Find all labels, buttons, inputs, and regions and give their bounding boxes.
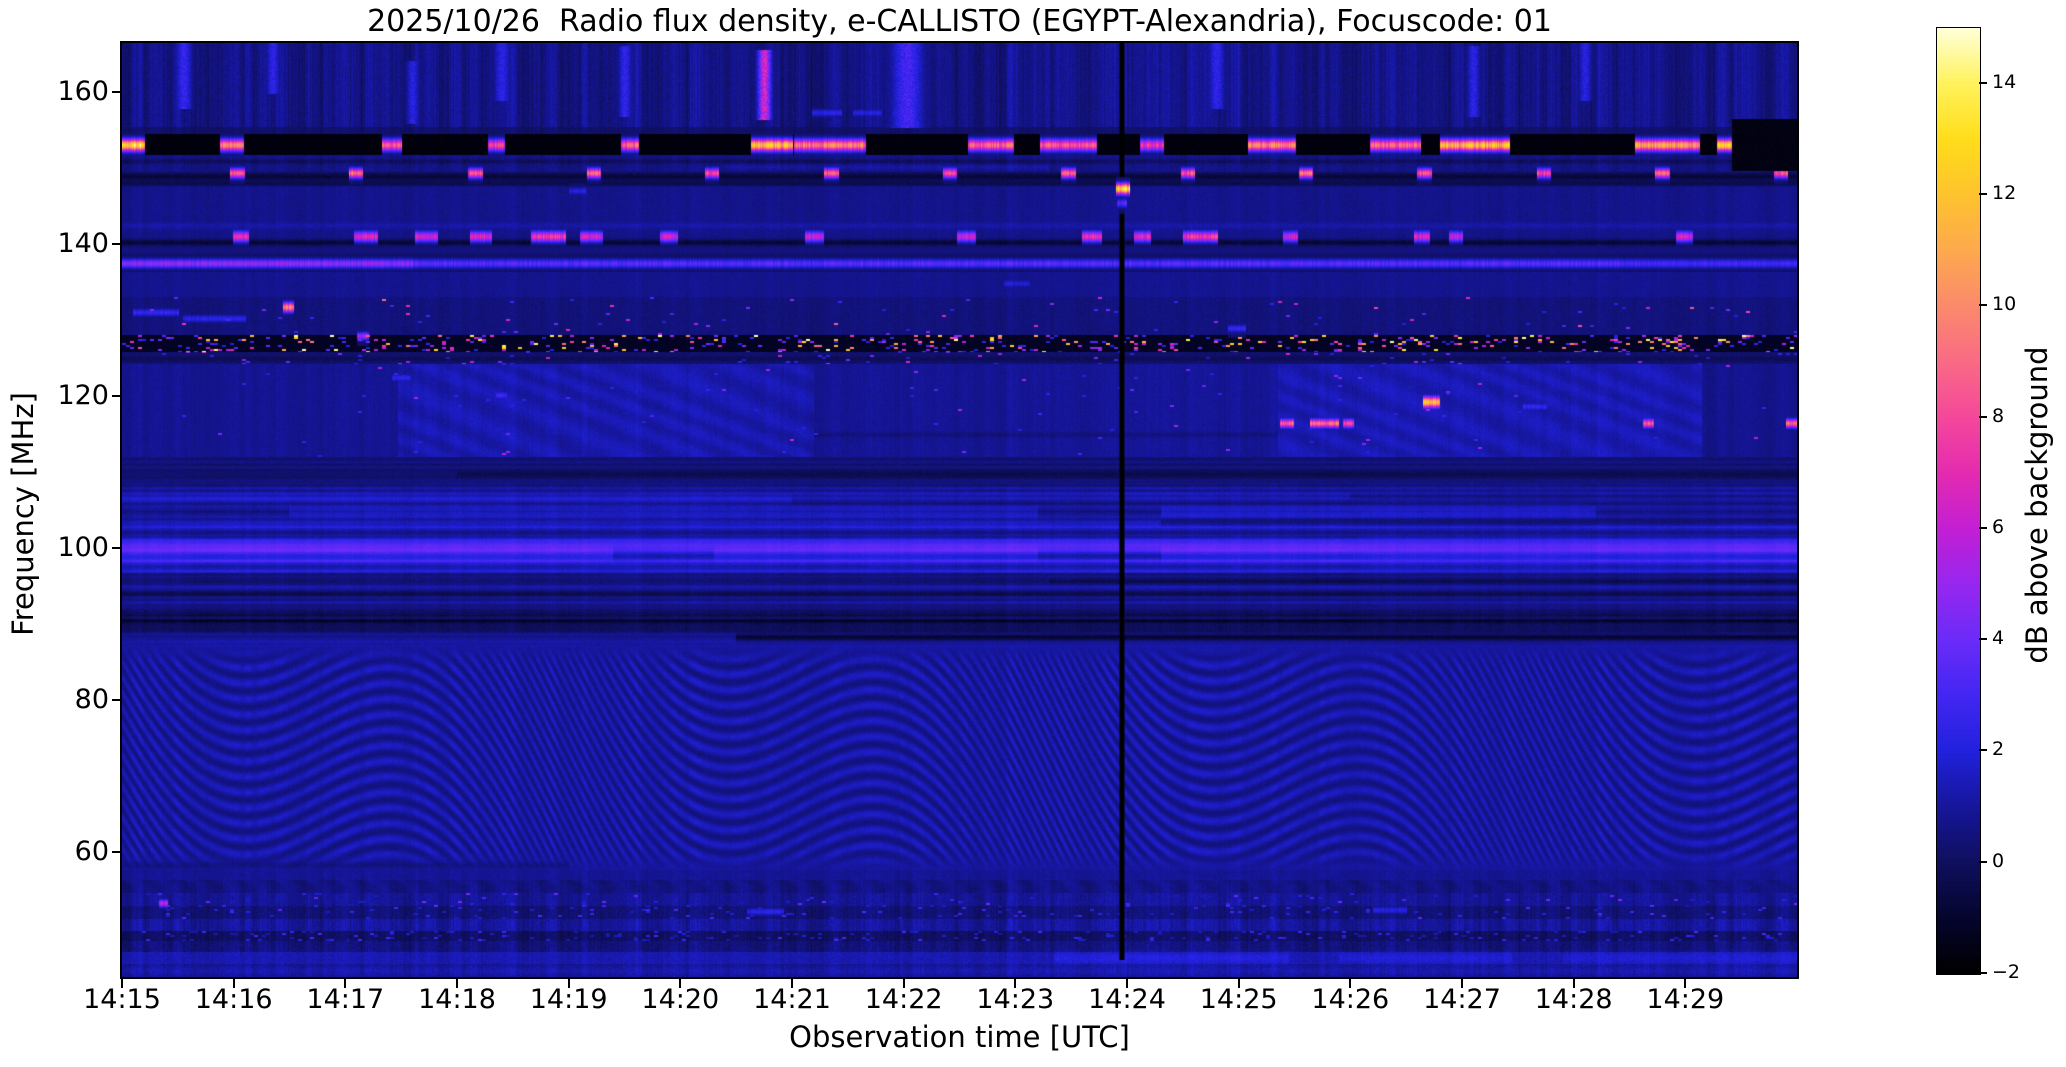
colorbar-tick-label: 8 xyxy=(1992,404,2005,427)
colorbar-tick-mark xyxy=(1979,749,1987,752)
y-tick-label: 120 xyxy=(57,380,109,412)
x-tick-mark xyxy=(902,979,905,988)
x-tick-label: 14:22 xyxy=(864,984,943,1015)
x-tick-mark xyxy=(567,979,570,988)
x-tick-label: 14:25 xyxy=(1199,984,1278,1015)
x-tick-mark xyxy=(1349,979,1352,988)
x-tick-label: 14:18 xyxy=(418,984,496,1015)
colorbar-tick-label: 4 xyxy=(1992,627,2005,650)
x-tick-label: 14:16 xyxy=(194,984,273,1015)
x-tick-label: 14:19 xyxy=(529,984,608,1015)
colorbar-tick-label: 14 xyxy=(1992,70,2017,93)
x-tick-mark xyxy=(1684,979,1687,988)
colorbar-label: dB above background xyxy=(2020,346,2054,664)
y-tick-label: 80 xyxy=(74,683,109,715)
y-tick-mark xyxy=(112,698,121,701)
x-tick-label: 14:15 xyxy=(83,984,161,1015)
colorbar-tick-mark xyxy=(1979,860,1987,863)
x-tick-mark xyxy=(679,979,682,988)
spectrogram-heatmap xyxy=(122,43,1797,977)
plot-border xyxy=(120,41,1799,979)
chart-title: 2025/10/26 Radio flux density, e-CALLIST… xyxy=(367,4,1552,39)
y-tick-label: 100 xyxy=(57,531,109,563)
x-tick-label: 14:29 xyxy=(1646,984,1725,1015)
x-tick-mark xyxy=(1461,979,1463,988)
colorbar-tick-mark xyxy=(1979,304,1987,307)
y-tick-mark xyxy=(112,243,121,246)
y-tick-mark xyxy=(112,91,121,94)
x-tick-label: 14:21 xyxy=(753,984,831,1015)
colorbar-tick-mark xyxy=(1979,81,1987,84)
y-tick-mark xyxy=(112,850,121,853)
x-tick-mark xyxy=(791,979,793,988)
x-tick-mark xyxy=(232,979,235,988)
x-tick-mark xyxy=(1572,979,1575,988)
colorbar-tick-mark xyxy=(1979,972,1987,974)
x-tick-mark xyxy=(456,979,458,988)
x-tick-mark xyxy=(121,979,123,988)
x-axis-label: Observation time [UTC] xyxy=(789,1020,1130,1054)
x-tick-label: 14:27 xyxy=(1423,984,1501,1015)
colorbar-tick-label: 2 xyxy=(1992,738,2005,761)
colorbar-tick-label: 6 xyxy=(1992,515,2005,538)
x-tick-label: 14:17 xyxy=(306,984,385,1015)
colorbar-tick-label: 10 xyxy=(1992,293,2017,316)
colorbar-tick-label: 12 xyxy=(1992,181,2017,204)
colorbar-tick-label: 0 xyxy=(1992,849,2005,872)
y-tick-label: 160 xyxy=(57,76,109,108)
x-tick-label: 14:28 xyxy=(1534,984,1613,1015)
y-tick-label: 140 xyxy=(57,228,109,260)
x-tick-label: 14:26 xyxy=(1311,984,1390,1015)
x-tick-mark xyxy=(1126,979,1128,988)
colorbar-tick-mark xyxy=(1979,526,1987,529)
x-tick-label: 14:20 xyxy=(641,984,720,1015)
x-tick-mark xyxy=(1014,979,1017,988)
colorbar-tick-mark xyxy=(1979,638,1987,641)
y-tick-mark xyxy=(112,395,121,398)
x-tick-label: 14:24 xyxy=(1088,984,1166,1015)
y-tick-mark xyxy=(112,546,121,549)
colorbar-tick-label: −2 xyxy=(1992,961,2021,983)
y-tick-label: 60 xyxy=(74,835,109,867)
colorbar-tick-mark xyxy=(1979,415,1987,418)
x-tick-label: 14:23 xyxy=(976,984,1055,1015)
x-tick-mark xyxy=(1237,979,1240,988)
colorbar-tick-mark xyxy=(1979,192,1987,195)
x-tick-mark xyxy=(344,979,347,988)
colorbar-gradient xyxy=(1936,27,1981,975)
y-axis-label: Frequency [MHz] xyxy=(6,392,40,636)
